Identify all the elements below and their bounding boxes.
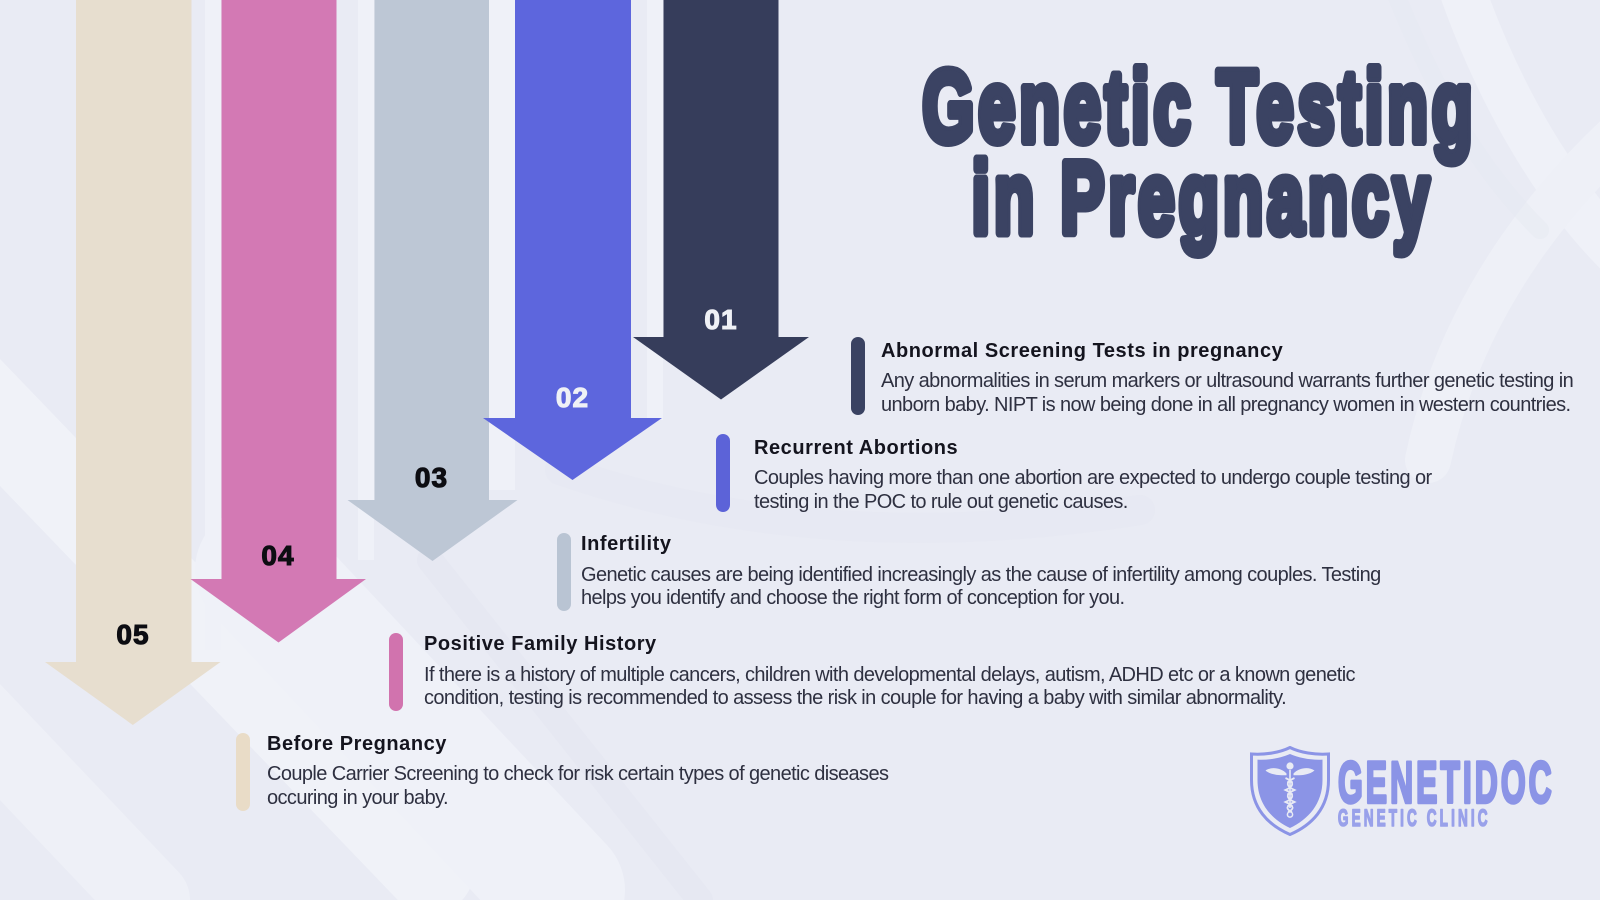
svg-text:Genetic Testing: Genetic Testing xyxy=(922,50,1476,164)
svg-text:GENETIC CLINIC: GENETIC CLINIC xyxy=(1338,805,1491,832)
svg-text:in Pregnancy: in Pregnancy xyxy=(972,142,1434,256)
svg-text:GENETIDOC: GENETIDOC xyxy=(1338,751,1555,815)
